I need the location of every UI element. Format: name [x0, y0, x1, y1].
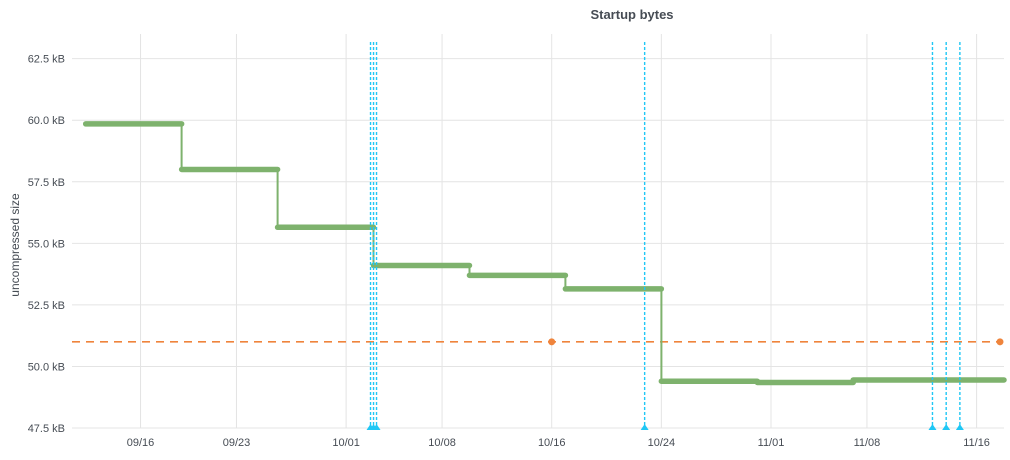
y-tick-label: 55.0 kB — [28, 238, 65, 250]
x-tick-label: 10/08 — [428, 437, 456, 449]
threshold-layer — [72, 338, 1004, 346]
y-tick-label: 60.0 kB — [28, 115, 65, 127]
annotation-marker — [942, 424, 951, 430]
x-tick-label: 11/08 — [854, 437, 881, 449]
grid-layer — [72, 34, 1004, 429]
annotation-marker — [372, 424, 381, 430]
annotation-marker — [640, 424, 649, 430]
x-tick-label: 10/24 — [648, 437, 676, 449]
y-tick-label: 47.5 kB — [28, 423, 65, 435]
y-tick-label: 57.5 kB — [28, 177, 65, 189]
x-tick-label: 10/16 — [538, 437, 566, 449]
threshold-marker — [996, 338, 1004, 346]
series-line — [85, 122, 1004, 384]
y-tick-label: 50.0 kB — [28, 361, 65, 373]
annotation-marker — [928, 424, 937, 430]
y-axis-label: uncompressed size — [8, 193, 22, 297]
y-tick-label: 62.5 kB — [28, 54, 65, 66]
threshold-marker — [548, 338, 556, 346]
annotation-layer — [366, 42, 964, 430]
x-tick-label: 11/16 — [963, 437, 990, 449]
x-tick-label: 10/01 — [332, 437, 360, 449]
annotation-marker — [955, 424, 964, 430]
series-layer — [82, 121, 1007, 386]
x-tick-label: 09/16 — [127, 437, 155, 449]
chart-title: Startup bytes — [590, 7, 673, 22]
y-tick-label: 52.5 kB — [28, 300, 65, 312]
x-tick-label: 11/01 — [758, 437, 785, 449]
x-tick-labels: 09/16 09/23 10/01 10/08 10/16 10/24 11/01 11/08… — [127, 437, 990, 449]
y-tick-labels: 47.5 kB 50.0 kB 52.5 kB 55.0 kB 57.5 kB 60.0 … — [28, 54, 65, 435]
x-tick-label: 09/23 — [223, 437, 251, 449]
